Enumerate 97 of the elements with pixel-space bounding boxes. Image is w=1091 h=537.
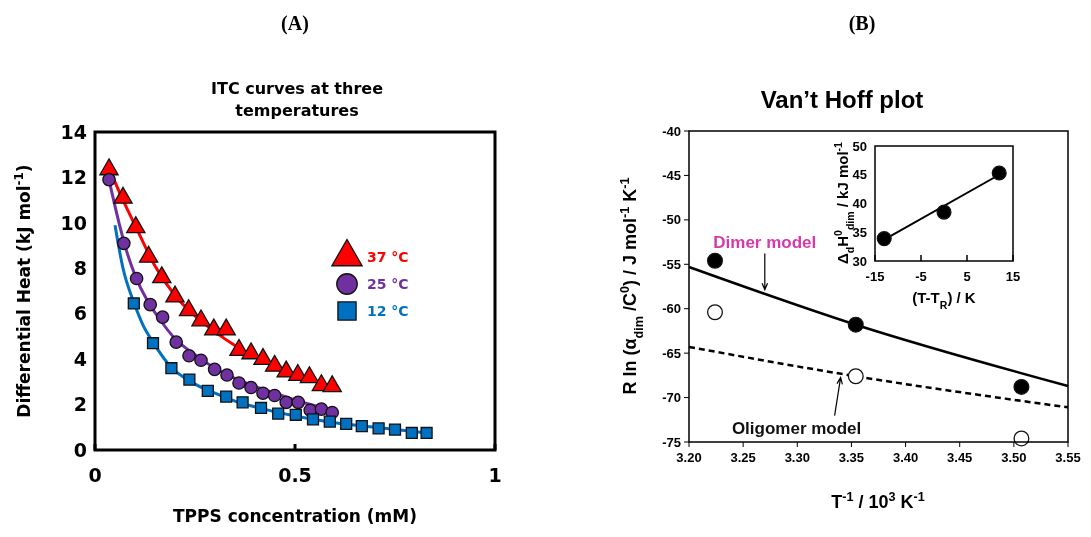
point bbox=[194, 353, 208, 368]
annotation: Oligomer model bbox=[731, 418, 862, 438]
point bbox=[847, 368, 864, 385]
point bbox=[236, 396, 249, 409]
x-tick-label: 3.20 bbox=[676, 450, 702, 465]
point bbox=[220, 390, 233, 403]
point bbox=[232, 376, 246, 390]
y-tick-label: 4 bbox=[73, 347, 87, 370]
point bbox=[127, 297, 140, 310]
point bbox=[143, 297, 158, 312]
text: (B) bbox=[848, 12, 876, 35]
x-tick-label: 3.55 bbox=[1055, 450, 1081, 465]
point bbox=[355, 420, 368, 433]
y-tick-label: -75 bbox=[662, 434, 681, 450]
x-tick-label: 3.50 bbox=[1001, 450, 1027, 465]
y-tick-label: 40 bbox=[852, 196, 867, 212]
x-tick-label: 15 bbox=[1005, 269, 1021, 284]
annotation: Dimer model bbox=[713, 232, 817, 252]
x-tick-label: 5 bbox=[963, 269, 971, 284]
point bbox=[388, 423, 402, 436]
x-tick-label: 3.25 bbox=[730, 450, 756, 465]
point bbox=[113, 186, 133, 204]
y-tick-label: 2 bbox=[73, 393, 87, 416]
y-tick-label: 14 bbox=[60, 120, 87, 143]
point bbox=[178, 299, 199, 317]
y-tick-label: 10 bbox=[60, 211, 87, 234]
point bbox=[182, 348, 196, 363]
y-tick-label: 12 bbox=[60, 166, 87, 189]
x-tick-label: 0 bbox=[88, 464, 102, 486]
chart-title: Van’t Hoff plot bbox=[760, 86, 924, 113]
point bbox=[253, 347, 273, 366]
point bbox=[279, 395, 294, 410]
point bbox=[256, 386, 270, 401]
point bbox=[165, 285, 185, 303]
x-axis-title: (T-T$_{R}$) / K bbox=[912, 289, 976, 311]
x-tick-label: 3.40 bbox=[892, 450, 919, 465]
x-tick-label: 3.45 bbox=[947, 450, 973, 465]
point bbox=[207, 362, 222, 377]
point bbox=[169, 335, 184, 349]
y-tick-label: 6 bbox=[73, 302, 87, 325]
x-tick-label: 3.30 bbox=[784, 450, 810, 465]
point bbox=[372, 422, 385, 435]
point bbox=[272, 407, 285, 420]
point bbox=[244, 380, 258, 395]
point bbox=[876, 231, 892, 247]
y-tick-label: 30 bbox=[852, 253, 867, 269]
x-axis-title: T$^{-1}$ / 10$^{3}$ K$^{-1}$ bbox=[831, 490, 925, 512]
x-tick-label: -15 bbox=[865, 269, 885, 284]
point bbox=[291, 395, 306, 410]
point bbox=[936, 204, 952, 220]
point bbox=[299, 366, 320, 384]
y-tick-label: 50 bbox=[852, 138, 867, 154]
x-tick-label: 3.35 bbox=[838, 450, 865, 465]
point bbox=[847, 316, 864, 333]
x-axis-title: TPPS concentration (mM) bbox=[172, 506, 418, 526]
point bbox=[323, 415, 336, 428]
point bbox=[420, 426, 433, 440]
point bbox=[991, 165, 1007, 181]
point bbox=[254, 401, 268, 415]
point bbox=[155, 310, 170, 324]
point bbox=[126, 216, 146, 234]
point bbox=[152, 266, 172, 284]
point bbox=[306, 413, 320, 426]
y-tick-label: -45 bbox=[662, 167, 681, 183]
point bbox=[405, 426, 418, 440]
y-tick-label: -70 bbox=[662, 390, 681, 406]
point bbox=[138, 245, 159, 263]
x-tick-label: 0.5 bbox=[278, 464, 312, 486]
point bbox=[241, 342, 261, 360]
legend-label: 12 °C bbox=[367, 302, 409, 319]
point bbox=[191, 309, 211, 327]
point bbox=[201, 384, 214, 398]
point bbox=[706, 252, 723, 269]
y-tick-label: -40 bbox=[662, 123, 681, 139]
y-tick-label: -50 bbox=[662, 212, 681, 228]
point bbox=[220, 368, 234, 382]
y-tick-label: 8 bbox=[73, 256, 87, 279]
point bbox=[216, 318, 236, 336]
x-tick-label: 1 bbox=[488, 464, 502, 486]
legend-label: 37 °C bbox=[367, 248, 409, 265]
y-tick-label: -65 bbox=[662, 345, 681, 361]
y-tick-label: -55 bbox=[662, 256, 681, 272]
point bbox=[129, 271, 144, 286]
point bbox=[706, 304, 723, 321]
x-tick-label: -5 bbox=[915, 269, 927, 284]
point bbox=[183, 373, 196, 386]
point bbox=[165, 362, 178, 375]
point bbox=[267, 388, 282, 403]
y-tick-label: -60 bbox=[662, 301, 681, 317]
legend-label: 25 °C bbox=[367, 275, 409, 292]
point bbox=[146, 337, 160, 350]
chart-title: ITC curves at three temperatures bbox=[211, 79, 384, 120]
text: (A) bbox=[281, 12, 309, 35]
point bbox=[340, 417, 353, 431]
y-tick-label: 45 bbox=[852, 167, 867, 183]
point bbox=[289, 408, 302, 421]
point bbox=[1013, 378, 1030, 395]
